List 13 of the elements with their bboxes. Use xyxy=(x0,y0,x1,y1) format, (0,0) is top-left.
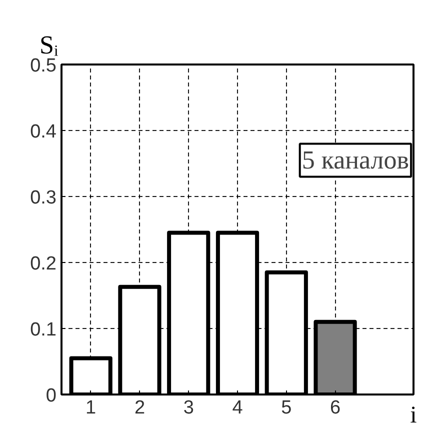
x-tick-label: 1 xyxy=(86,398,96,418)
x-tick-label: 2 xyxy=(134,398,146,418)
y-tick-label: 0.1 xyxy=(30,320,57,340)
x-tick-label: 3 xyxy=(183,398,194,418)
y-tick-label: 0.3 xyxy=(30,188,57,208)
y-tick-label: 0 xyxy=(46,386,57,406)
y-tick-label: 0.2 xyxy=(30,254,57,274)
x-tick-label: 6 xyxy=(330,398,341,418)
annotation: 5 каналов xyxy=(302,146,410,175)
y-tick-label: 0.4 xyxy=(30,122,57,142)
x-axis-title: i xyxy=(410,402,418,428)
x-tick-label: 5 xyxy=(281,398,292,418)
x-tick-label: 4 xyxy=(232,398,244,418)
